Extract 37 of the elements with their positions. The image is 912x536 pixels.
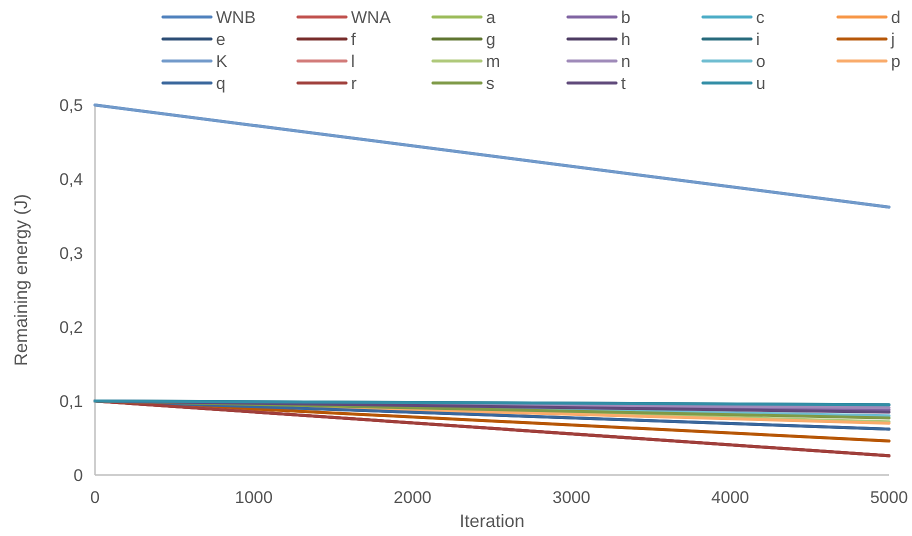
x-tick-label: 2000 bbox=[394, 488, 432, 507]
legend-label: g bbox=[486, 30, 496, 49]
y-tick-label: 0,4 bbox=[59, 170, 83, 189]
legend-label: d bbox=[891, 8, 900, 27]
y-tick-label: 0,1 bbox=[59, 392, 83, 411]
y-tick-label: 0 bbox=[74, 466, 83, 485]
x-axis-title: Iteration bbox=[459, 511, 525, 531]
legend-label: e bbox=[216, 30, 226, 49]
x-tick-label: 3000 bbox=[552, 488, 590, 507]
legend-label: f bbox=[351, 30, 356, 49]
legend-label: h bbox=[621, 30, 630, 49]
y-tick-label: 0,2 bbox=[59, 318, 83, 337]
legend-label: i bbox=[756, 30, 760, 49]
legend-label: WNB bbox=[216, 8, 256, 27]
legend-label: c bbox=[756, 8, 765, 27]
x-tick-label: 0 bbox=[90, 488, 100, 507]
legend-label: WNA bbox=[351, 8, 392, 27]
x-tick-label: 4000 bbox=[711, 488, 750, 507]
legend-label: o bbox=[756, 52, 766, 71]
x-tick-label: 5000 bbox=[870, 488, 908, 507]
legend-label: t bbox=[621, 74, 626, 93]
y-tick-label: 0,5 bbox=[59, 96, 83, 115]
legend-label: l bbox=[351, 52, 355, 71]
legend-label: a bbox=[486, 8, 496, 27]
y-tick-label: 0,3 bbox=[59, 244, 83, 263]
legend-label: q bbox=[216, 74, 226, 93]
legend-label: p bbox=[891, 52, 900, 71]
y-axis-title: Remaining energy (J) bbox=[11, 194, 31, 366]
legend-label: u bbox=[756, 74, 766, 93]
legend-label: s bbox=[486, 74, 494, 93]
legend-label: b bbox=[621, 8, 630, 27]
legend-label: K bbox=[216, 52, 228, 71]
legend-label: r bbox=[351, 74, 357, 93]
legend-label: m bbox=[486, 52, 500, 71]
legend-label: n bbox=[621, 52, 630, 71]
legend-label: j bbox=[890, 30, 895, 49]
x-tick-label: 1000 bbox=[234, 488, 273, 507]
